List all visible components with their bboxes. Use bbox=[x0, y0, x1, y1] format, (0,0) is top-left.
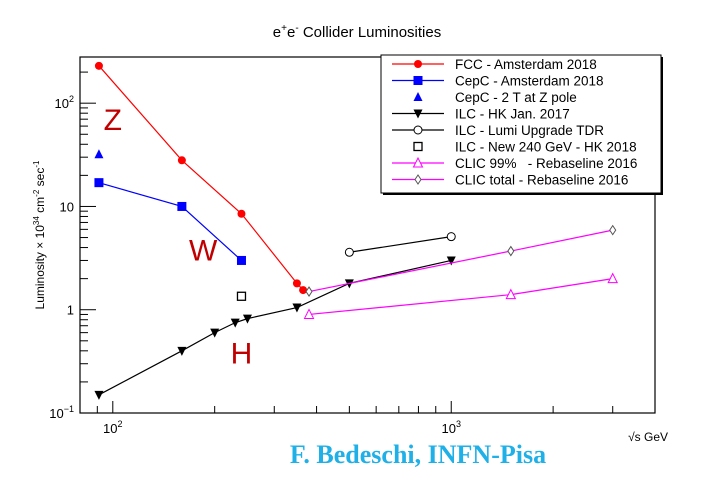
data-point bbox=[177, 156, 186, 165]
data-point bbox=[94, 149, 104, 159]
series-2 bbox=[94, 149, 104, 159]
series-0 bbox=[94, 61, 308, 295]
data-point bbox=[299, 286, 308, 295]
x-tick-label: 102 bbox=[103, 419, 122, 436]
x-axis-label: √s GeV bbox=[628, 430, 668, 444]
data-point bbox=[94, 61, 103, 70]
annotation-z: Z bbox=[104, 104, 122, 137]
data-point bbox=[230, 318, 240, 328]
data-point bbox=[505, 288, 517, 300]
legend-label: FCC - Amsterdam 2018 bbox=[455, 57, 597, 72]
legend-label: ILC - HK Jan. 2017 bbox=[455, 107, 570, 122]
legend-entry: ILC - Lumi Upgrade TDR bbox=[392, 123, 604, 138]
y-tick-label: 10 bbox=[60, 199, 74, 214]
annotation-h: H bbox=[231, 338, 253, 371]
y-tick-label: 10−1 bbox=[49, 404, 74, 421]
data-point bbox=[237, 209, 246, 218]
legend-entry: CLIC total - Rebaseline 2016 bbox=[392, 173, 628, 188]
data-point bbox=[292, 303, 302, 313]
legend-marker bbox=[414, 174, 422, 185]
series-1 bbox=[94, 178, 246, 265]
series-4 bbox=[344, 232, 456, 257]
legend-entry: CLIC 99% - Rebaseline 2016 bbox=[392, 156, 637, 171]
data-point bbox=[177, 201, 187, 211]
annotation-w: W bbox=[189, 234, 218, 267]
legend-marker bbox=[413, 125, 423, 135]
series-5 bbox=[236, 291, 247, 301]
data-point bbox=[446, 256, 456, 266]
y-tick-label: 102 bbox=[55, 94, 74, 111]
y-tick-label: 1 bbox=[67, 303, 74, 318]
x-tick-label: 103 bbox=[441, 419, 460, 436]
data-point bbox=[177, 346, 187, 356]
legend-label: CLIC total - Rebaseline 2016 bbox=[455, 173, 628, 188]
data-point bbox=[94, 390, 104, 400]
legend-marker bbox=[413, 141, 423, 152]
legend-label: CepC - Amsterdam 2018 bbox=[455, 74, 604, 89]
data-point bbox=[94, 178, 104, 188]
legend-marker bbox=[413, 76, 423, 85]
legend-entry: CepC - 2 T at Z pole bbox=[413, 90, 577, 105]
data-point bbox=[609, 224, 617, 236]
legend-marker bbox=[413, 92, 423, 101]
data-point bbox=[242, 314, 252, 324]
plot-frame bbox=[79, 56, 656, 414]
legend-entry: FCC - Amsterdam 2018 bbox=[392, 57, 597, 72]
legend-entry: ILC - HK Jan. 2017 bbox=[392, 107, 570, 122]
series-7 bbox=[305, 224, 617, 297]
data-point bbox=[305, 286, 313, 297]
credit-text: F. Bedeschi, INFN-Pisa bbox=[290, 440, 546, 469]
data-point bbox=[236, 255, 246, 265]
legend-label: ILC - New 240 GeV - HK 2018 bbox=[455, 140, 637, 155]
legend-entry: ILC - New 240 GeV - HK 2018 bbox=[413, 140, 637, 155]
data-point bbox=[303, 308, 315, 319]
data-point bbox=[210, 328, 220, 338]
data-point bbox=[607, 272, 619, 284]
legend-marker bbox=[413, 109, 423, 119]
legend-entry: CepC - Amsterdam 2018 bbox=[392, 74, 604, 89]
data-point bbox=[236, 291, 247, 301]
series-line bbox=[349, 236, 452, 253]
legend-marker bbox=[414, 60, 422, 68]
series-line bbox=[98, 259, 452, 396]
series-line bbox=[308, 278, 613, 316]
series-line bbox=[308, 229, 613, 293]
y-axis-label: Luminosity × 1034 cm-2 sec-1 bbox=[32, 160, 47, 309]
legend-label: CepC - 2 T at Z pole bbox=[455, 90, 577, 105]
legend-label: CLIC 99% - Rebaseline 2016 bbox=[455, 156, 637, 171]
data-point bbox=[446, 232, 456, 242]
legend-label: ILC - Lumi Upgrade TDR bbox=[455, 123, 604, 138]
data-point bbox=[292, 279, 301, 288]
series-3 bbox=[94, 256, 456, 400]
legend-box bbox=[380, 54, 662, 194]
series-6 bbox=[303, 272, 619, 319]
data-point bbox=[344, 247, 354, 257]
legend-marker bbox=[412, 156, 424, 168]
chart-title: e+e- Collider Luminosities bbox=[273, 23, 441, 41]
data-point bbox=[507, 245, 515, 257]
